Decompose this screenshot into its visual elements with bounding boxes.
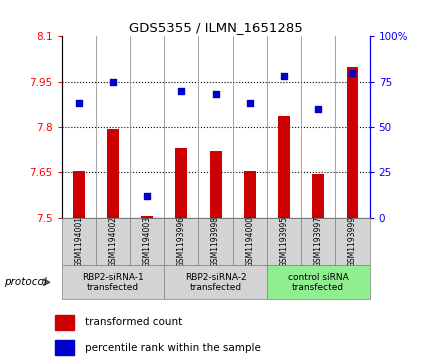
Bar bbox=[335, 218, 370, 265]
Text: GSM1194003: GSM1194003 bbox=[143, 216, 152, 267]
Bar bbox=[62, 218, 96, 265]
Bar bbox=[209, 151, 222, 218]
Text: RBP2-siRNA-1
transfected: RBP2-siRNA-1 transfected bbox=[82, 273, 144, 292]
Bar bbox=[244, 171, 256, 218]
Bar bbox=[164, 265, 267, 299]
Text: GSM1194002: GSM1194002 bbox=[108, 216, 117, 267]
Point bbox=[281, 73, 288, 79]
Bar bbox=[164, 218, 198, 265]
Point bbox=[143, 193, 150, 199]
Text: GSM1193997: GSM1193997 bbox=[314, 216, 323, 267]
Bar bbox=[141, 216, 153, 218]
Bar bbox=[73, 171, 85, 218]
Bar bbox=[198, 218, 233, 265]
Point bbox=[246, 101, 253, 106]
Bar bbox=[267, 218, 301, 265]
Bar bbox=[312, 174, 324, 218]
Text: transformed count: transformed count bbox=[85, 317, 183, 327]
Bar bbox=[278, 117, 290, 218]
Bar bbox=[347, 66, 359, 218]
Bar bbox=[107, 129, 119, 218]
Bar bbox=[96, 218, 130, 265]
Point bbox=[349, 70, 356, 76]
Text: control siRNA
transfected: control siRNA transfected bbox=[288, 273, 348, 292]
Bar bbox=[55, 340, 74, 355]
Bar bbox=[62, 265, 164, 299]
Bar bbox=[233, 218, 267, 265]
Point bbox=[315, 106, 322, 112]
Text: percentile rank within the sample: percentile rank within the sample bbox=[85, 343, 261, 353]
Title: GDS5355 / ILMN_1651285: GDS5355 / ILMN_1651285 bbox=[129, 21, 302, 34]
Text: GSM1193995: GSM1193995 bbox=[279, 216, 289, 267]
Bar bbox=[176, 148, 187, 218]
Text: GSM1193998: GSM1193998 bbox=[211, 216, 220, 267]
Point bbox=[75, 101, 82, 106]
Point bbox=[212, 91, 219, 97]
Bar bbox=[55, 315, 74, 330]
Text: GSM1193999: GSM1193999 bbox=[348, 216, 357, 267]
Text: RBP2-siRNA-2
transfected: RBP2-siRNA-2 transfected bbox=[185, 273, 246, 292]
Text: GSM1194001: GSM1194001 bbox=[74, 216, 83, 267]
Bar bbox=[130, 218, 164, 265]
Point bbox=[110, 79, 117, 85]
Text: GSM1193996: GSM1193996 bbox=[177, 216, 186, 267]
Bar bbox=[267, 265, 370, 299]
Bar bbox=[301, 218, 335, 265]
Text: GSM1194000: GSM1194000 bbox=[246, 216, 254, 267]
Point bbox=[178, 88, 185, 94]
Text: protocol: protocol bbox=[4, 277, 47, 287]
